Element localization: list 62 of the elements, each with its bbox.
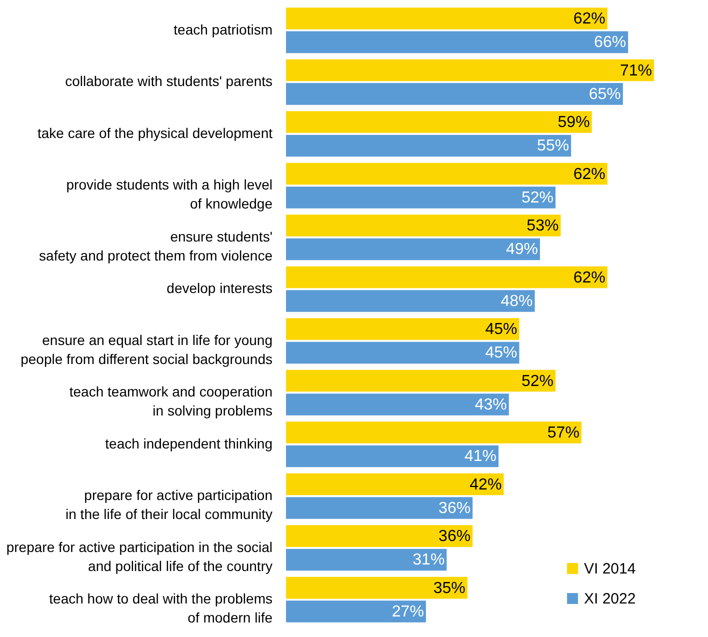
y-tick-label: prepare for active participation in the social and political life of the country (6, 538, 272, 574)
bar (286, 31, 628, 54)
data-label: 62% (573, 269, 606, 286)
bar (286, 422, 582, 444)
bar (286, 266, 608, 288)
y-tick-label: develop interests (166, 280, 272, 296)
y-tick-label: collaborate with students' parents (65, 73, 272, 90)
data-label: 31% (412, 552, 445, 569)
bar (286, 525, 473, 547)
data-label: 52% (521, 372, 554, 390)
y-tick-label: take care of the physical development (37, 124, 273, 141)
bar (286, 134, 572, 157)
y-tick-label: teach patriotism (174, 21, 272, 38)
bar (286, 186, 556, 208)
bar (286, 576, 468, 599)
bar (286, 394, 509, 416)
y-tick-label: teach teamwork and cooperation in solving problems (69, 384, 272, 419)
data-label: 57% (547, 424, 580, 442)
bar (286, 318, 520, 340)
legend-label: VI 2014 (584, 560, 636, 578)
data-label: 36% (438, 500, 471, 517)
data-label: 43% (474, 396, 507, 414)
bar (286, 83, 623, 105)
y-tick-label: provide students with a high level of knowledge (66, 176, 273, 212)
data-label: 41% (464, 448, 497, 466)
y-tick-label: prepare for active participation in the life of their local community (66, 487, 272, 522)
bar (286, 342, 520, 364)
data-label: 59% (558, 114, 590, 132)
bar (286, 111, 592, 133)
data-label: 35% (433, 580, 466, 597)
y-tick-label: teach how to deal with the problems of modern life (49, 590, 273, 626)
data-label: 45% (485, 321, 518, 338)
data-label: 71% (620, 62, 652, 80)
bar (286, 497, 473, 519)
y-tick-label: teach independent thinking (105, 435, 272, 452)
data-label: 62% (573, 10, 606, 28)
bar (286, 59, 654, 82)
bar (286, 238, 540, 260)
data-label: 62% (573, 166, 606, 183)
y-tick-label: ensure an equal start in life for young people from different social backgrounds (20, 332, 272, 367)
data-label: 49% (506, 241, 538, 258)
data-label: 65% (588, 86, 621, 103)
data-label: 66% (594, 34, 626, 52)
data-label: 42% (470, 476, 502, 494)
bar (286, 370, 556, 392)
data-label: 27% (392, 604, 424, 620)
bar (286, 290, 535, 312)
bar (286, 8, 608, 30)
y-tick-label: ensure students' safety and protect them from violence (39, 228, 273, 264)
data-label: 53% (526, 218, 559, 235)
data-label: 52% (521, 189, 554, 206)
bar (286, 214, 561, 236)
bar (286, 445, 499, 468)
bar (286, 548, 447, 571)
data-label: 48% (500, 292, 533, 310)
data-label: 55% (537, 138, 570, 155)
bar (286, 600, 426, 622)
legend-label: XI 2022 (584, 590, 636, 608)
data-label: 45% (485, 344, 518, 362)
bar (286, 473, 504, 496)
data-label: 36% (438, 528, 471, 546)
bar (286, 162, 608, 185)
